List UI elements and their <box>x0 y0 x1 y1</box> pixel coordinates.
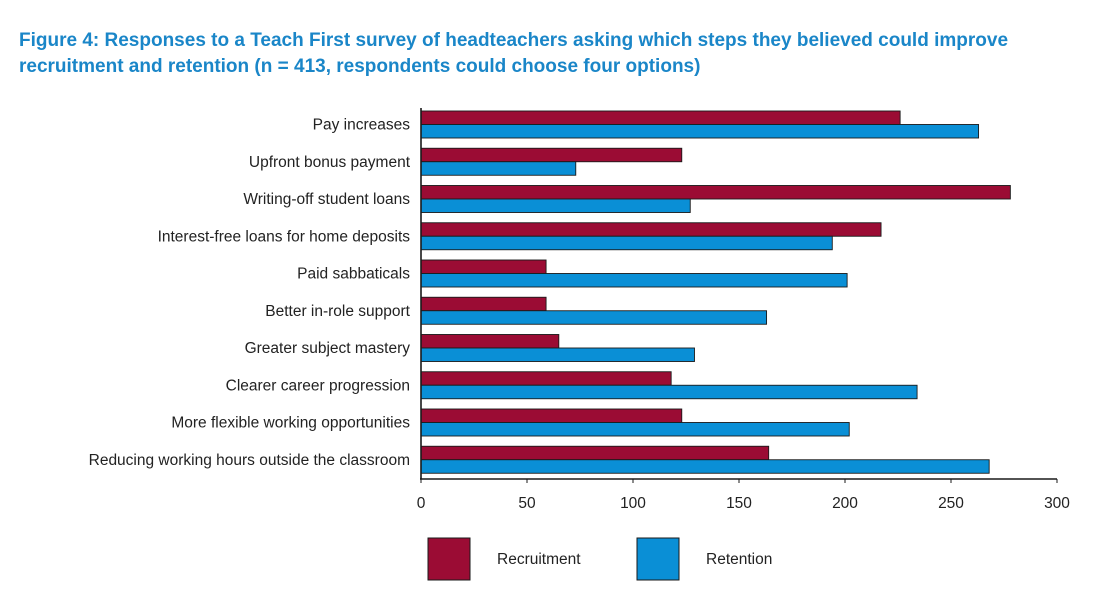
bar-recruitment-8 <box>420 408 683 423</box>
bar-retention-4 <box>420 273 848 288</box>
bar-recruitment-9 <box>420 445 770 461</box>
bar-retention-5 <box>420 310 768 325</box>
category-label: Greater subject mastery <box>245 340 411 357</box>
category-label: Upfront bonus payment <box>249 154 411 171</box>
bar-recruitment-7 <box>420 371 672 386</box>
x-tick-label: 0 <box>417 495 426 512</box>
category-label: Pay increases <box>313 117 411 134</box>
category-label: Writing-off student loans <box>243 191 410 208</box>
category-label: Paid sabbaticals <box>297 266 410 283</box>
category-label: Better in-role support <box>265 303 410 320</box>
bar-recruitment-0 <box>420 110 901 125</box>
legend-label-recruitment: Recruitment <box>497 551 581 568</box>
bar-recruitment-5 <box>420 296 547 312</box>
category-label: Reducing working hours outside the class… <box>89 452 410 469</box>
x-tick-label: 200 <box>832 495 858 512</box>
bar-retention-8 <box>420 422 850 437</box>
bar-retention-3 <box>420 235 833 251</box>
bar-retention-1 <box>420 161 577 176</box>
legend-label-retention: Retention <box>706 551 772 568</box>
bar-retention-2 <box>420 198 691 213</box>
bar-recruitment-3 <box>420 222 882 237</box>
bar-retention-7 <box>420 384 918 400</box>
bar-retention-9 <box>420 459 990 474</box>
x-tick-label: 100 <box>620 495 646 512</box>
bar-recruitment-4 <box>420 259 547 274</box>
x-tick-label: 250 <box>938 495 964 512</box>
bar-recruitment-2 <box>420 185 1011 200</box>
bar-retention-0 <box>420 124 980 139</box>
bar-recruitment-6 <box>420 334 560 349</box>
bar-recruitment-1 <box>420 147 683 163</box>
category-label: Clearer career progression <box>226 377 410 394</box>
bar-retention-6 <box>420 347 695 362</box>
category-label: More flexible working opportunities <box>171 415 410 432</box>
x-tick-label: 150 <box>726 495 752 512</box>
x-tick-label: 300 <box>1044 495 1070 512</box>
legend-swatch-retention <box>636 537 680 581</box>
legend-swatch-recruitment <box>427 537 471 581</box>
x-tick-label: 50 <box>518 495 536 512</box>
chart-title: Figure 4: Responses to a Teach First sur… <box>19 30 1009 77</box>
category-label: Interest-free loans for home deposits <box>158 228 411 245</box>
